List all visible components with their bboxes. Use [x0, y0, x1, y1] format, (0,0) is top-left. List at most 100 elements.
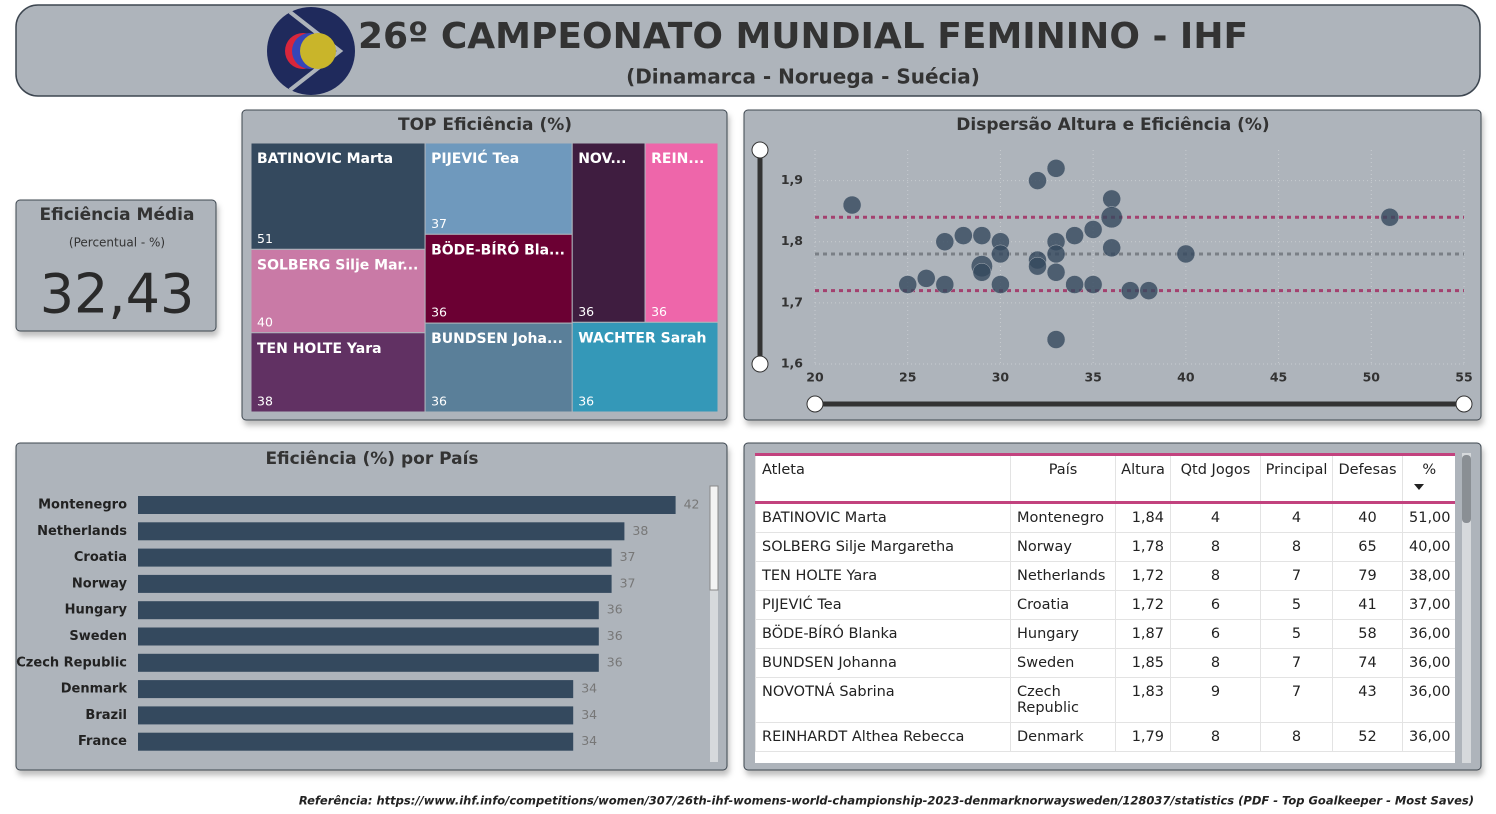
bar	[138, 653, 599, 672]
table-cell: TEN HOLTE Yara	[755, 561, 1011, 591]
scatter-point	[1028, 256, 1047, 276]
table-cell: 9	[1170, 677, 1261, 723]
data-label: 36	[607, 628, 623, 643]
table-cell: 8	[1170, 561, 1261, 591]
table-cell: 1,79	[1115, 722, 1171, 752]
scatter-point	[991, 244, 1010, 264]
table-cell: 6	[1170, 590, 1261, 620]
table-cell: Sweden	[1010, 648, 1116, 678]
slider-handle[interactable]	[806, 395, 824, 413]
column-header[interactable]: Principal	[1260, 453, 1333, 504]
treemap-cell	[250, 248, 426, 334]
y-tick-label: 1,6	[781, 356, 803, 371]
table-cell: 51,00	[1402, 502, 1455, 533]
y-tick-label: 1,9	[781, 172, 803, 187]
cell-value: 36	[431, 305, 447, 320]
scatter-point	[972, 226, 992, 245]
data-label: 38	[632, 523, 648, 538]
bar	[138, 601, 599, 620]
chart-title: Dispersão Altura e Eficiência (%)	[956, 115, 1269, 135]
column-header[interactable]: Qtd Jogos	[1170, 453, 1261, 504]
x-tick-label: 20	[806, 370, 824, 385]
table-cell: 1,87	[1115, 619, 1171, 649]
table-row: TEN HOLTE Yara Netherlands 1,72 8 7 79 38,00	[755, 561, 1455, 591]
table-container: Atleta País Altura Qtd Jogos Principal Defesa…	[755, 453, 1455, 763]
column-header[interactable]: %	[1402, 453, 1455, 504]
bar	[138, 574, 612, 593]
data-label: 36	[607, 602, 623, 617]
scatter-point	[1139, 281, 1159, 300]
table-cell: REINHARDT Althea Rebecca	[755, 722, 1011, 752]
scatter-point	[1028, 171, 1047, 190]
y-tick-label: Norway	[72, 576, 128, 591]
sort-arrow	[1414, 484, 1424, 490]
x-tick-label: 50	[1363, 370, 1381, 385]
table-cell: 1,78	[1115, 532, 1171, 562]
table-row: BUNDSEN Johanna Sweden 1,85 8 7 74 36,00	[755, 648, 1455, 678]
table-cell: 1,83	[1115, 677, 1171, 723]
data-label: 37	[620, 575, 636, 590]
x-tick-label: 40	[1177, 370, 1195, 385]
table-row: REINHARDT Althea Rebecca Denmark 1,79 8 8 52 3…	[755, 722, 1455, 752]
bar	[138, 680, 574, 699]
treemap-cell	[250, 332, 426, 413]
table-cell: 8	[1260, 722, 1333, 752]
column-header[interactable]: Defesas	[1332, 453, 1403, 504]
table-cell: 8	[1260, 532, 1333, 562]
logo-dot	[300, 33, 336, 69]
bar	[138, 732, 574, 751]
bar	[138, 522, 625, 541]
table-cell: SOLBERG Silje Margaretha	[755, 532, 1011, 562]
slider-handle[interactable]	[1455, 395, 1473, 413]
header-row: Atleta País Altura Qtd Jogos Principal Defesa…	[755, 453, 1455, 504]
table-cell: 8	[1170, 722, 1261, 752]
scrollbar-thumb[interactable]	[709, 485, 719, 591]
y-tick-label: 1,7	[781, 294, 803, 309]
table-cell: 1,84	[1115, 502, 1171, 533]
treemap-cell	[424, 142, 573, 235]
table-cell: Netherlands	[1010, 561, 1116, 591]
scatter-point	[954, 226, 973, 245]
y-tick-label: Croatia	[74, 550, 127, 565]
y-tick-label: Denmark	[61, 682, 128, 697]
table-cell: 36,00	[1402, 677, 1455, 723]
scatter-point	[1046, 159, 1066, 178]
table-row: SOLBERG Silje Margaretha Norway 1,78 8 8 65 40…	[755, 532, 1455, 562]
scatter-point	[1102, 189, 1121, 209]
cell-label: WACHTER Sarah	[578, 330, 706, 346]
slider-handle[interactable]	[751, 141, 769, 159]
data-label: 34	[581, 707, 597, 722]
treemap-cell	[644, 142, 719, 323]
x-tick-label: 55	[1455, 370, 1472, 385]
column-header[interactable]: Atleta	[755, 453, 1011, 504]
table-cell: 65	[1332, 532, 1403, 562]
bar	[138, 627, 599, 646]
column-header[interactable]: Altura	[1115, 453, 1171, 504]
data-label: 34	[581, 681, 597, 696]
scrollbar-track	[710, 486, 718, 762]
table-cell: PIJEVIĆ Tea	[755, 590, 1011, 620]
y-tick-label: 1,8	[781, 233, 803, 248]
chart-title: TOP Eficiência (%)	[398, 115, 572, 135]
slider-handle[interactable]	[751, 355, 769, 373]
table-cell: Czech Republic	[1010, 677, 1116, 723]
scatter-point	[935, 232, 955, 251]
y-tick-label: Hungary	[65, 603, 128, 618]
treemap-cell	[571, 142, 646, 323]
scatter-point	[1046, 263, 1066, 282]
x-tick-label: 30	[992, 370, 1010, 385]
y-tick-label: Czech Republic	[16, 655, 127, 670]
table-cell: Denmark	[1010, 722, 1116, 752]
scrollbar-thumb[interactable]	[1462, 455, 1471, 523]
table-cell: 40	[1332, 502, 1403, 533]
x-tick-label: 35	[1084, 370, 1101, 385]
table-cell: 52	[1332, 722, 1403, 752]
kpi-subtitle: (Percentual - %)	[69, 236, 165, 250]
table-cell: Hungary	[1010, 619, 1116, 649]
column-header[interactable]: País	[1010, 453, 1116, 504]
cell-value: 36	[431, 394, 447, 409]
scatter-point	[917, 269, 936, 288]
scatter-point	[1046, 330, 1066, 349]
footer-reference: Referência: https://www.ihf.info/competi…	[299, 794, 1474, 808]
